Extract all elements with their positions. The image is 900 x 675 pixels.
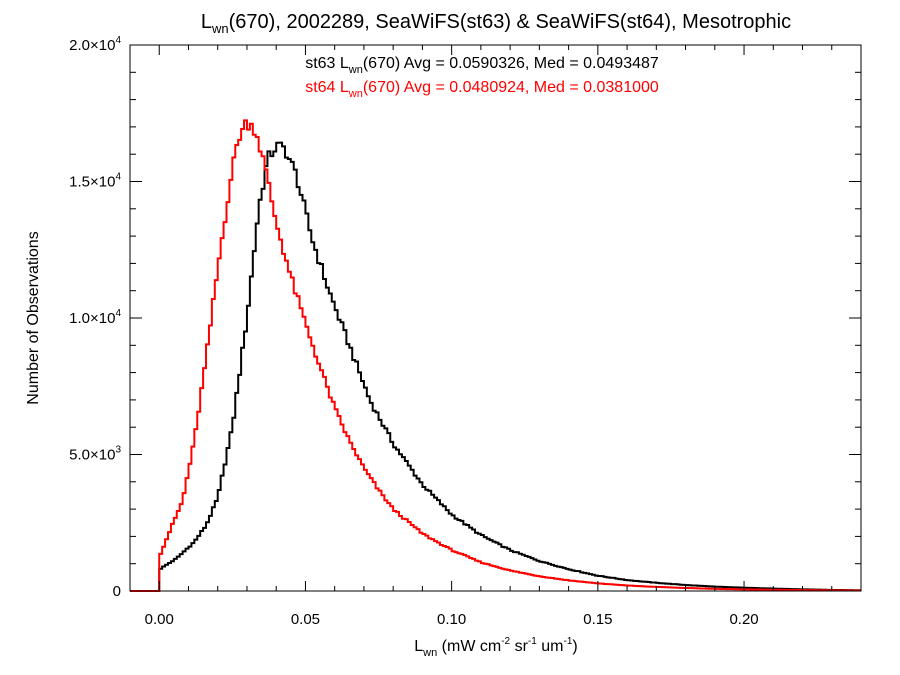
x-tick-label: 0.20	[729, 611, 758, 628]
y-tick-label: 5.0×103	[69, 445, 121, 464]
y-tick-label: 1.5×104	[69, 172, 121, 191]
plot-frame	[129, 44, 862, 592]
legend-st63: st63 Lwn(670) Avg = 0.0590326, Med = 0.0…	[305, 55, 659, 76]
series-st63-line	[130, 141, 861, 592]
x-tick-label: 0.05	[291, 611, 320, 628]
x-tick-label: 0.10	[437, 611, 466, 628]
y-tick-label: 1.0×104	[69, 308, 121, 327]
series-layer	[130, 119, 861, 592]
y-tick-label: 2.0×104	[69, 35, 121, 54]
x-tick-label: 0.15	[583, 611, 612, 628]
legend: st63 Lwn(670) Avg = 0.0590326, Med = 0.0…	[305, 55, 659, 100]
legend-st64: st64 Lwn(670) Avg = 0.0480924, Med = 0.0…	[305, 79, 659, 100]
x-axis-label: Lwn (mW cm-2 sr-1 um-1)	[414, 636, 577, 659]
chart-title: Lwn(670), 2002289, SeaWiFS(st63) & SeaWi…	[201, 11, 791, 36]
x-tick-label: 0.00	[145, 611, 174, 628]
x-axis: 0.00 0.05 0.10 0.15 0.20	[129, 45, 862, 628]
y-axis-label: Number of Observations	[25, 231, 42, 404]
y-axis: 0 5.0×103 1.0×104 1.5×104 2.0×104	[69, 35, 861, 600]
y-tick-label: 0	[113, 583, 121, 600]
series-st64-line	[130, 119, 861, 592]
